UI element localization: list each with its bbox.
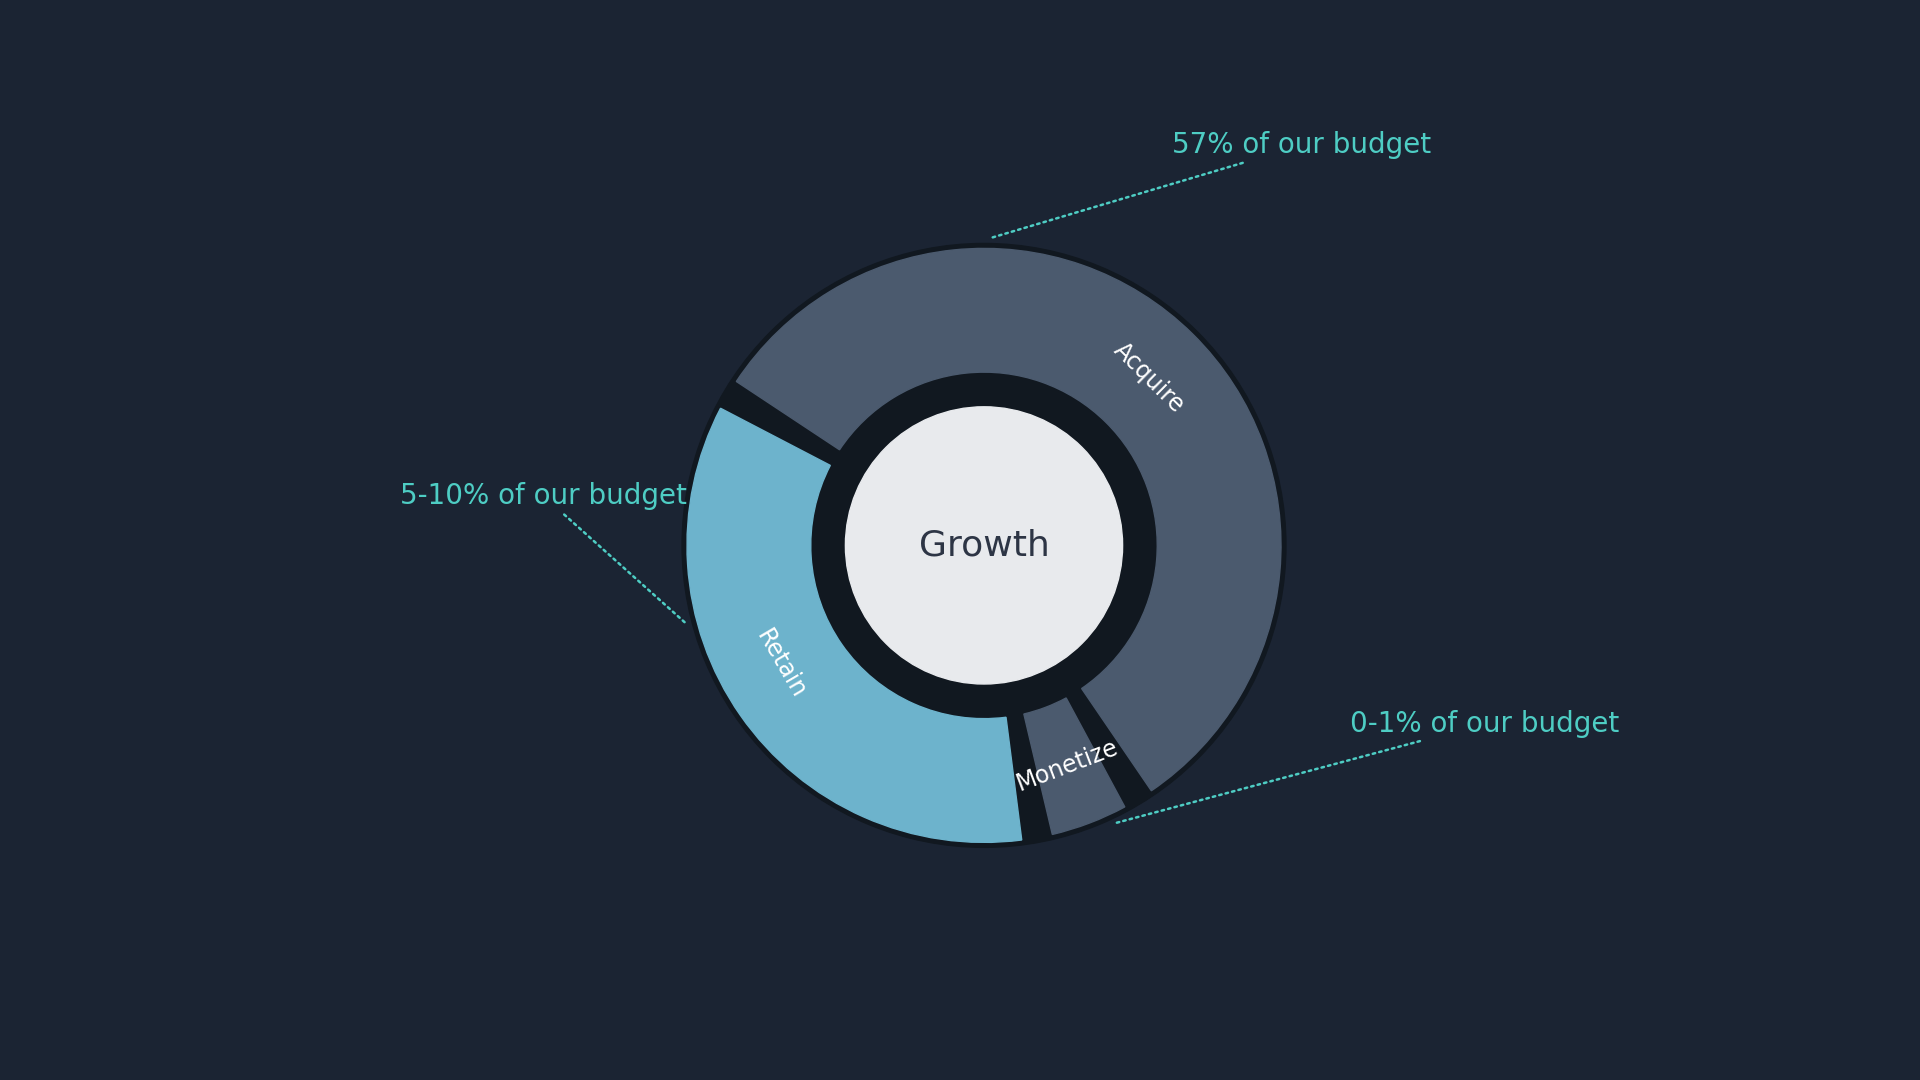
Circle shape	[845, 407, 1123, 684]
Text: 5-10% of our budget: 5-10% of our budget	[399, 482, 687, 623]
Text: Monetize: Monetize	[1014, 735, 1121, 796]
Text: Retain: Retain	[753, 625, 810, 703]
Wedge shape	[682, 243, 1286, 848]
Text: 57% of our budget: 57% of our budget	[991, 132, 1430, 238]
Wedge shape	[687, 408, 1021, 842]
Circle shape	[816, 377, 1152, 714]
Wedge shape	[1023, 698, 1125, 835]
Wedge shape	[737, 248, 1281, 791]
Text: Growth: Growth	[918, 528, 1050, 563]
Text: Acquire: Acquire	[1110, 338, 1188, 418]
Text: 0-1% of our budget: 0-1% of our budget	[1116, 710, 1620, 823]
